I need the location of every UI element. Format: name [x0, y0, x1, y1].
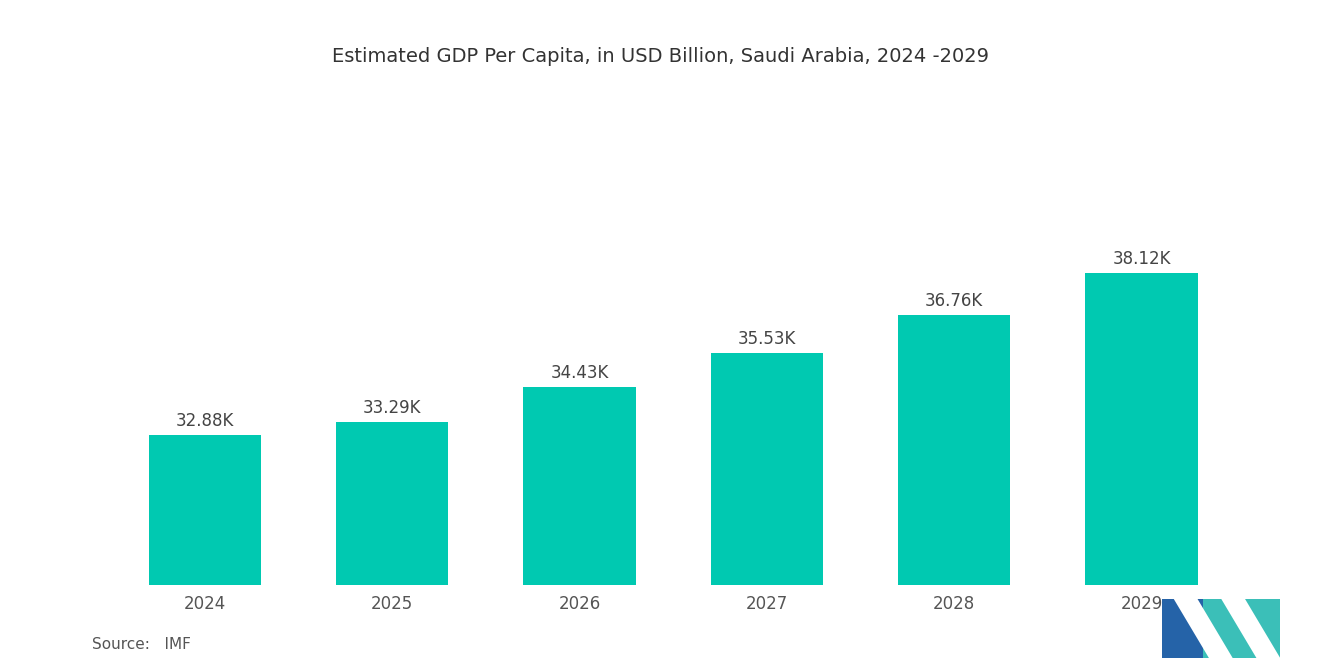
Polygon shape	[1173, 598, 1233, 658]
Bar	[149, 434, 261, 665]
Text: 33.29K: 33.29K	[363, 399, 421, 417]
Bar	[710, 352, 824, 665]
Bar	[898, 315, 1010, 665]
Polygon shape	[1221, 598, 1280, 658]
Polygon shape	[1162, 598, 1214, 658]
Text: 36.76K: 36.76K	[925, 292, 983, 310]
Text: 35.53K: 35.53K	[738, 330, 796, 348]
Bar	[523, 386, 636, 665]
Text: Source:   IMF: Source: IMF	[92, 636, 191, 652]
Bar	[337, 422, 449, 665]
Text: 34.43K: 34.43K	[550, 364, 609, 382]
Polygon shape	[1203, 598, 1280, 658]
Bar	[1085, 273, 1197, 665]
Text: 38.12K: 38.12K	[1113, 250, 1171, 268]
Text: 32.88K: 32.88K	[176, 412, 234, 430]
Text: Estimated GDP Per Capita, in USD Billion, Saudi Arabia, 2024 -2029: Estimated GDP Per Capita, in USD Billion…	[331, 47, 989, 66]
